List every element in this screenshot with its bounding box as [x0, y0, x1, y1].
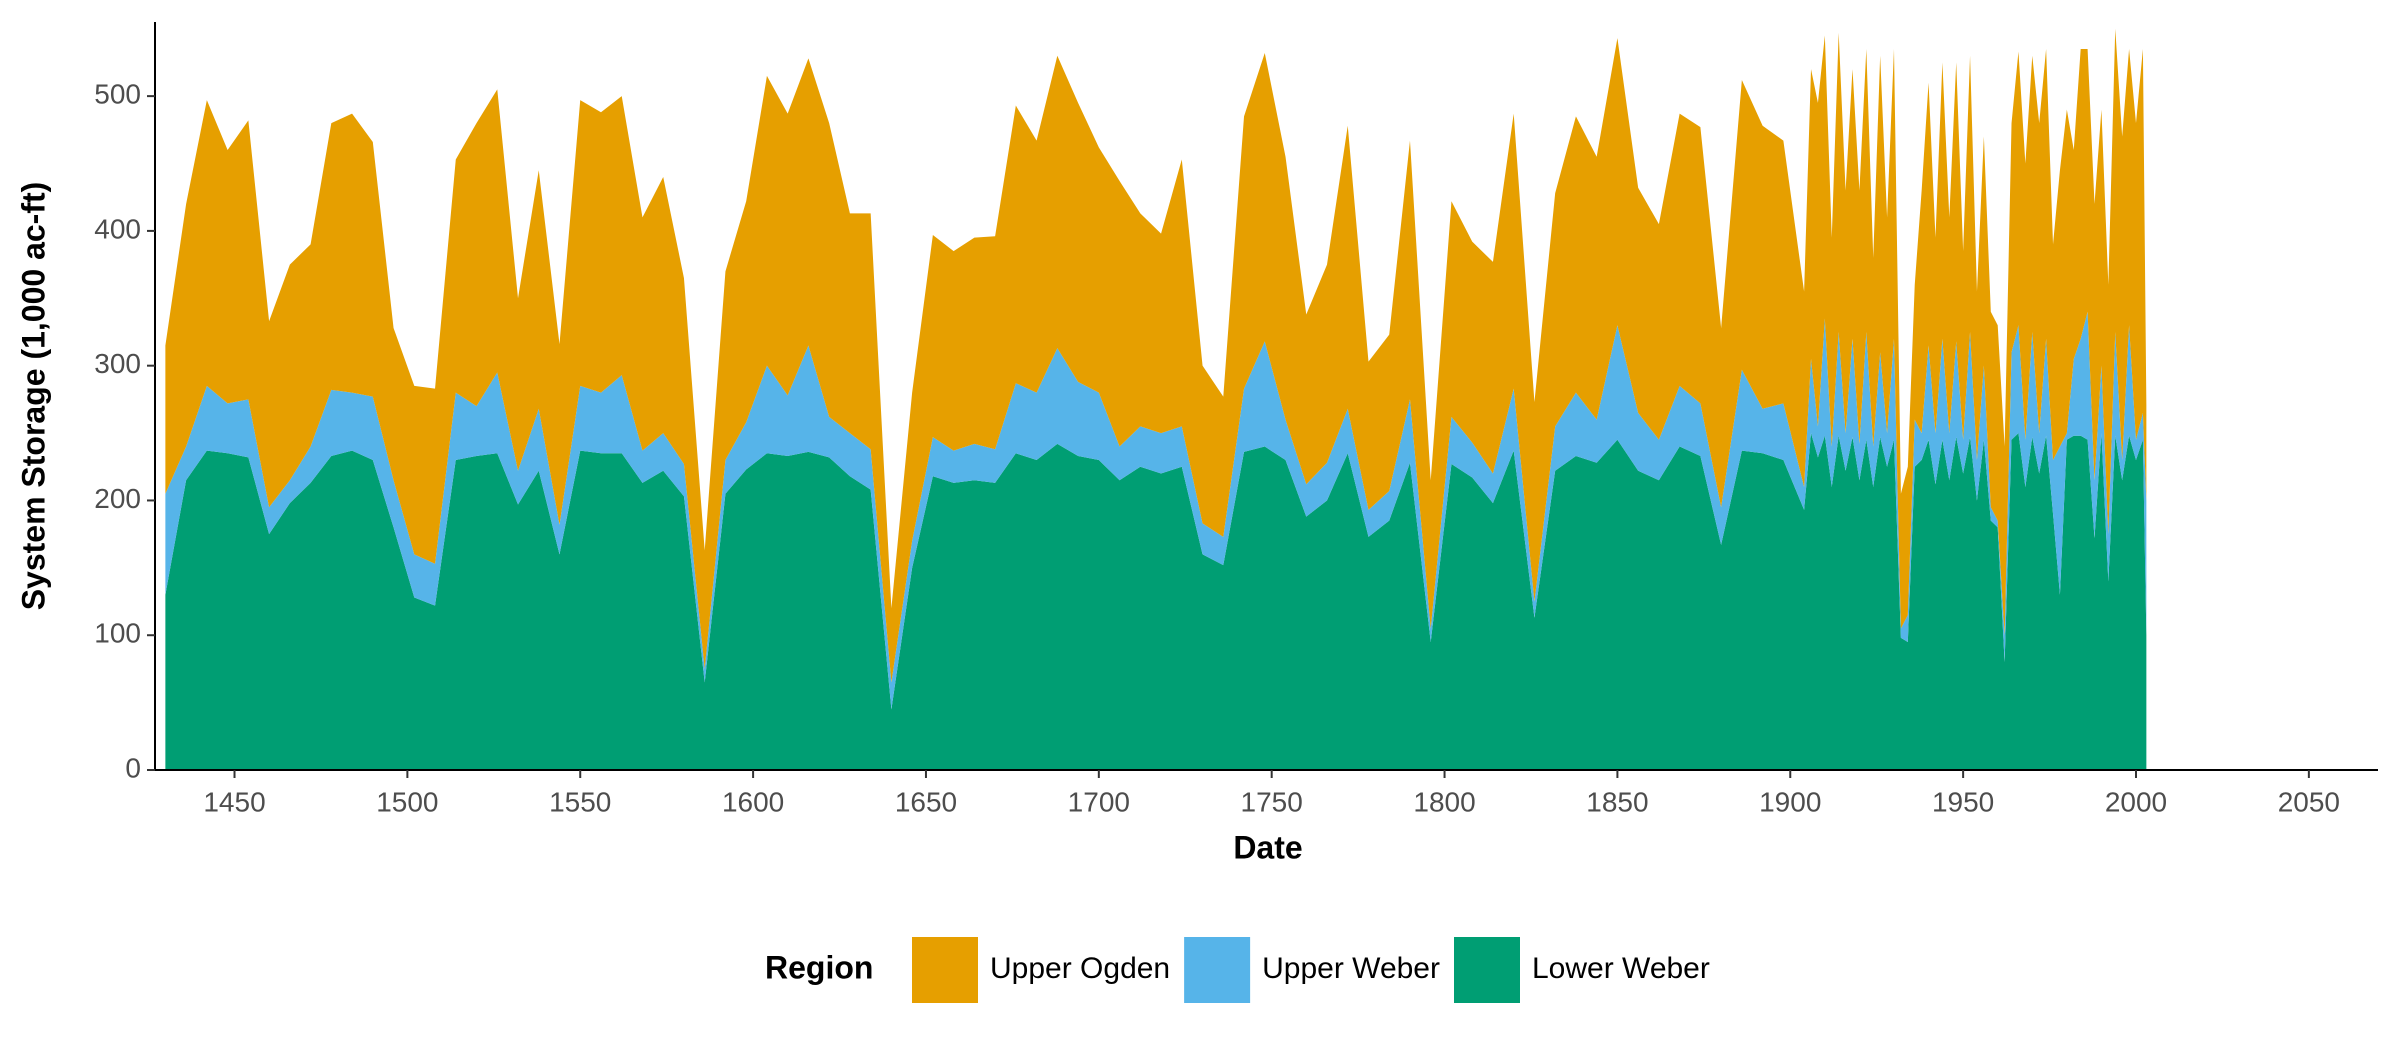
x-tick-label: 1950 — [1932, 786, 1994, 817]
legend-swatch — [912, 937, 978, 1003]
area — [165, 433, 2147, 770]
x-tick-label: 1700 — [1068, 786, 1130, 817]
y-tick-label: 200 — [94, 483, 141, 514]
x-tick-label: 1500 — [376, 786, 438, 817]
y-tick-label: 300 — [94, 348, 141, 379]
x-tick-label: 2050 — [2278, 786, 2340, 817]
y-tick-label: 500 — [94, 79, 141, 110]
legend-label: Upper Ogden — [990, 952, 1170, 985]
y-tick-label: 400 — [94, 213, 141, 244]
x-tick-label: 1750 — [1241, 786, 1303, 817]
x-axis-title: Date — [1233, 829, 1302, 865]
x-tick-label: 1600 — [722, 786, 784, 817]
x-tick-label: 1800 — [1413, 786, 1475, 817]
x-tick-label: 1550 — [549, 786, 611, 817]
x-tick-label: 1850 — [1586, 786, 1648, 817]
legend-label: Lower Weber — [1532, 952, 1710, 985]
legend-label: Upper Weber — [1262, 952, 1440, 985]
legend-swatch — [1184, 937, 1251, 1003]
x-tick-label: 2000 — [2105, 786, 2167, 817]
area — [165, 28, 2147, 683]
y-tick-label: 100 — [94, 618, 141, 649]
x-tick-label: 1900 — [1759, 786, 1821, 817]
legend-title: Region — [765, 949, 873, 985]
y-tick-label: 0 — [125, 752, 141, 783]
x-tick-label: 1450 — [203, 786, 265, 817]
legend-swatch — [1454, 937, 1520, 1003]
x-tick-label: 1650 — [895, 786, 957, 817]
y-axis-title: System Storage (1,000 ac-ft) — [15, 182, 51, 611]
